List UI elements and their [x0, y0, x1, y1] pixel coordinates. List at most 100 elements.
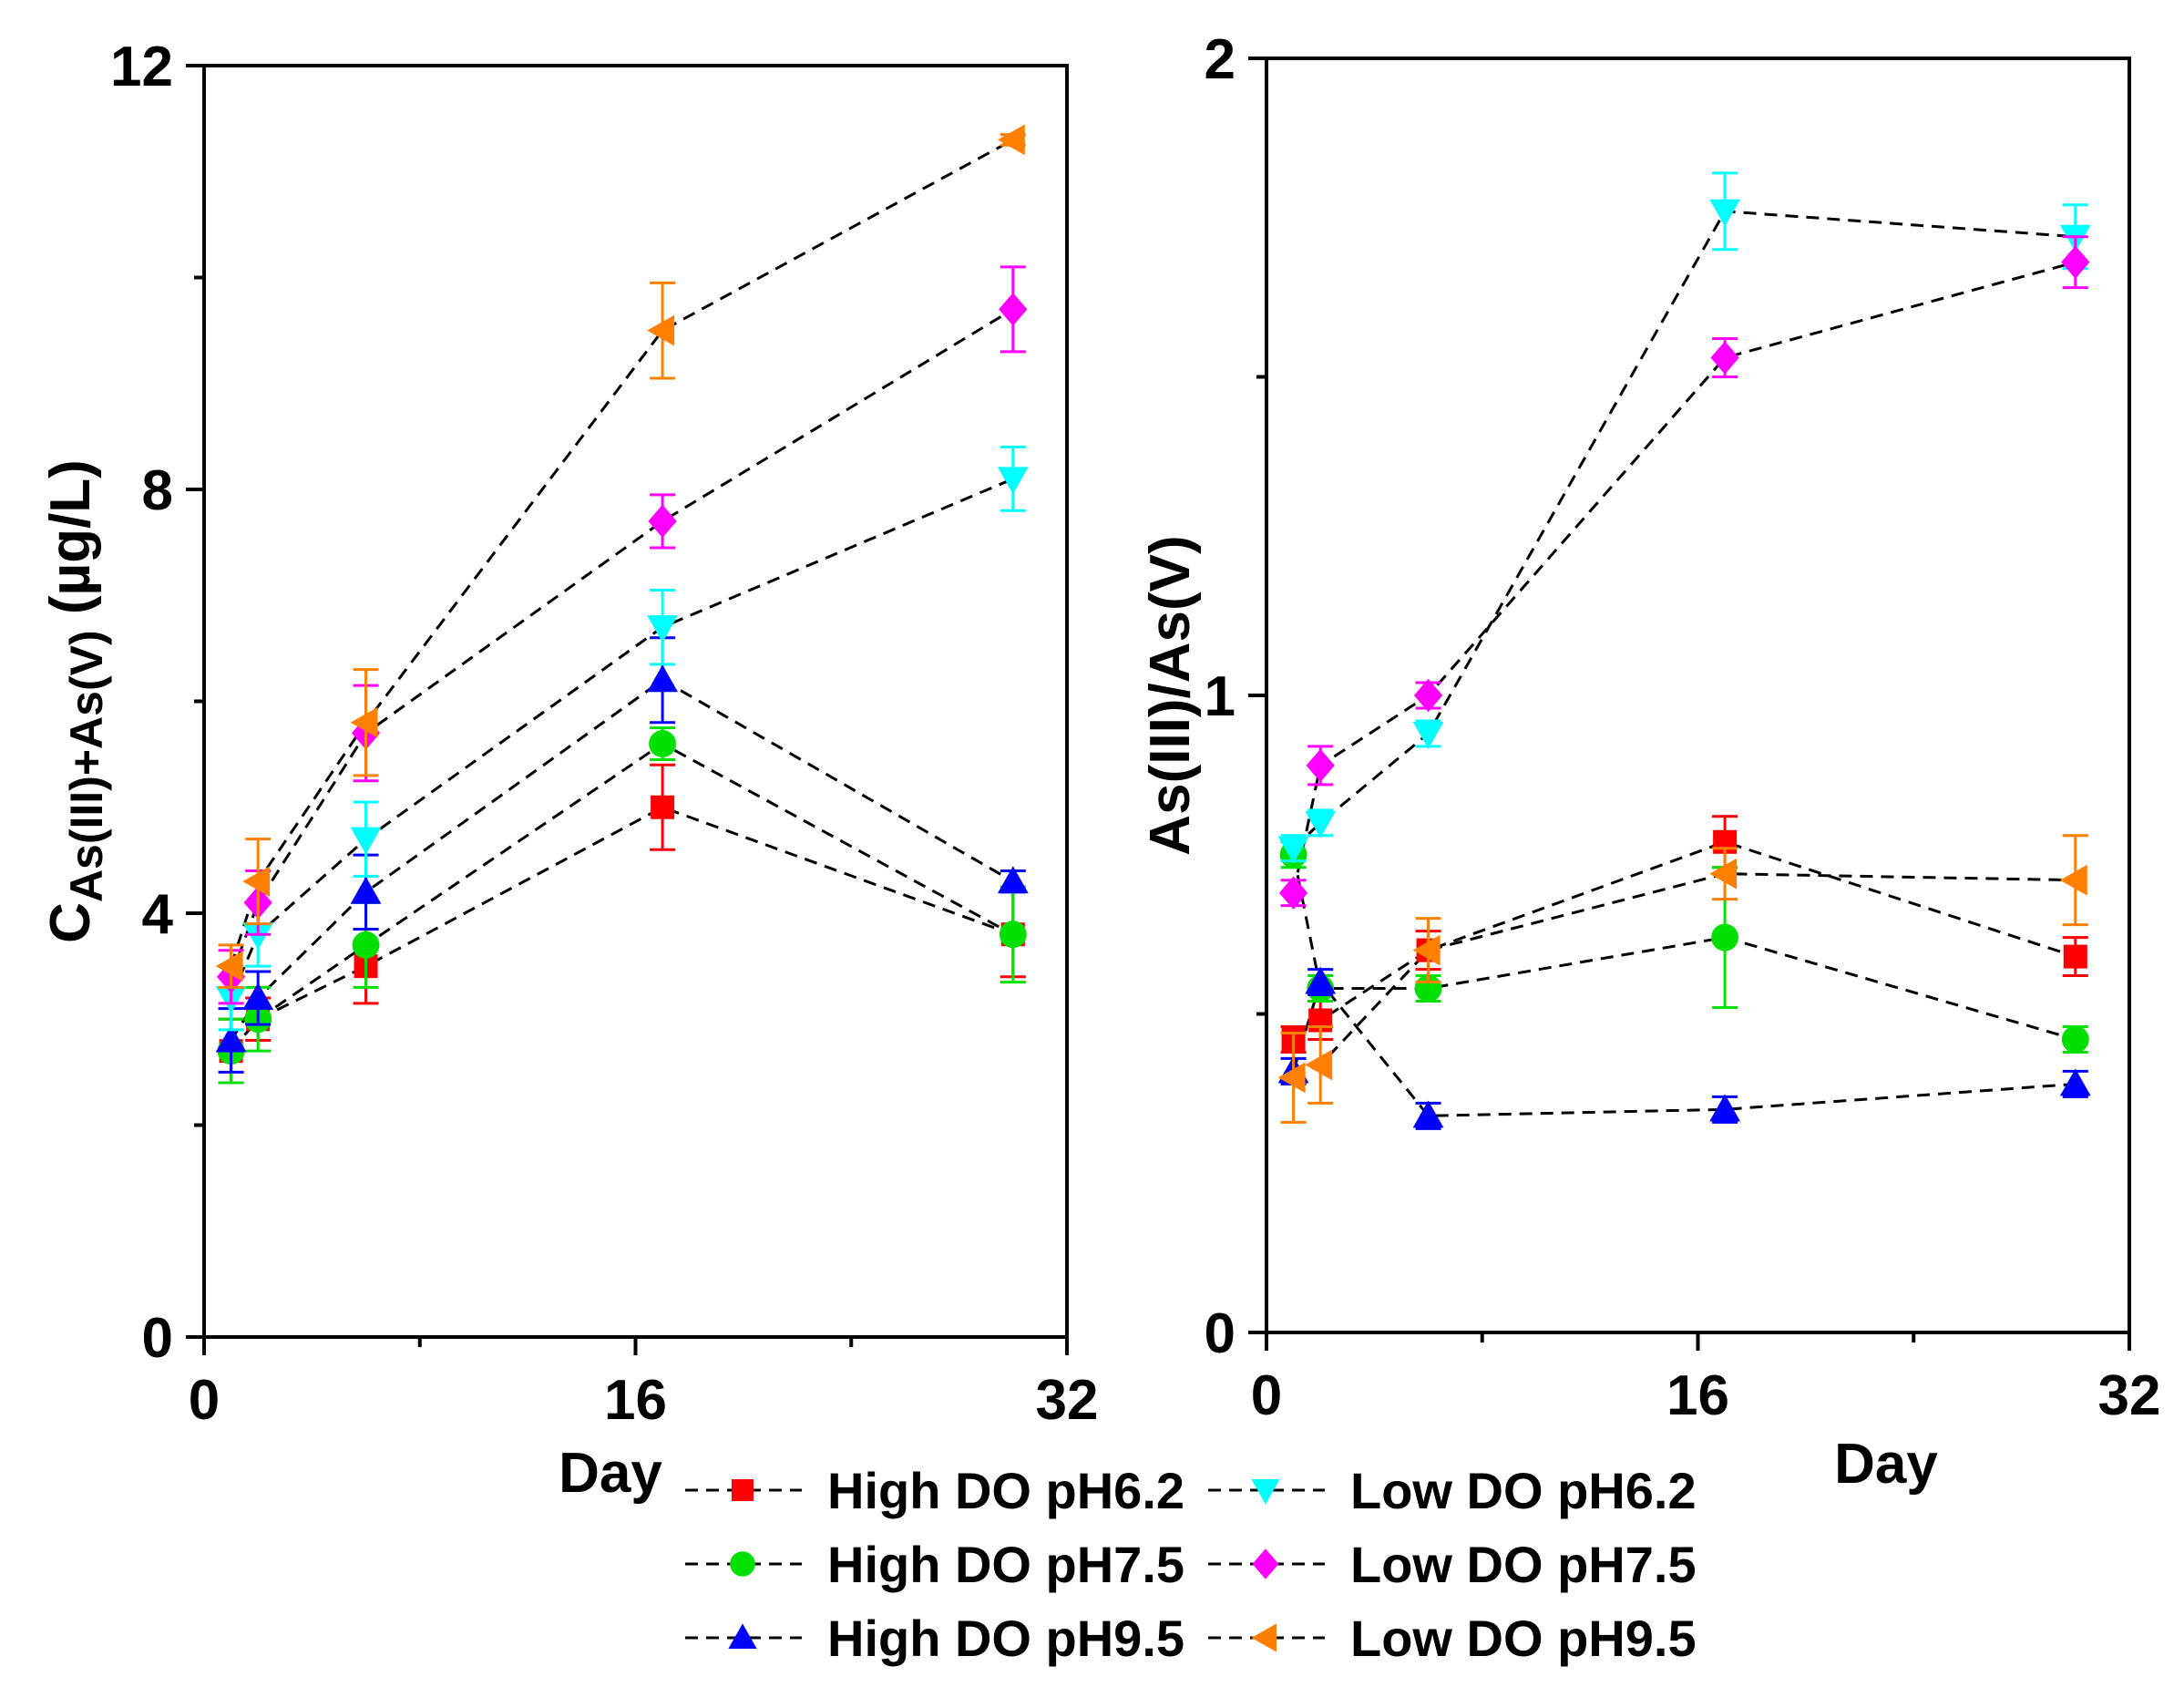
series-line-ldo95 — [1292, 872, 2076, 1079]
y-axis-title: As(III)/As(V) — [1139, 535, 1202, 855]
data-point — [2059, 1068, 2091, 1096]
series-line-hdo75 — [230, 742, 1014, 1053]
y-axis: 0 1 2 As(III)/As(V) — [1139, 28, 1266, 1365]
series-line-ldo62 — [230, 478, 1014, 999]
panel-ratio: 0 16 32 Day 0 1 2 As(III)/As(V) — [1139, 28, 2160, 1496]
series-ldo95 — [1277, 834, 2088, 1124]
x-tick-label: 16 — [604, 1369, 667, 1432]
y-tick-label: 0 — [1205, 1302, 1236, 1365]
y-tick-label: 2 — [1205, 28, 1236, 91]
x-tick-label: 16 — [1666, 1364, 1729, 1427]
x-tick-label: 32 — [1036, 1369, 1099, 1432]
data-point — [1277, 1062, 1306, 1094]
data-point — [2061, 1025, 2089, 1054]
data-point — [352, 931, 380, 959]
legend-label: Low DO pH9.5 — [1350, 1610, 1697, 1667]
data-point — [651, 795, 675, 819]
data-point — [999, 921, 1027, 949]
data-point — [215, 1024, 247, 1053]
series-line-ldo95 — [230, 139, 1014, 967]
legend-marker — [1251, 1479, 1280, 1505]
data-point — [647, 314, 675, 346]
y-axis-title: CAs(III)+As(V) (µg/L) — [39, 459, 112, 943]
legend-marker — [728, 1623, 757, 1649]
data-point — [997, 866, 1029, 894]
legend-marker — [1251, 1623, 1277, 1652]
data-point — [1305, 810, 1337, 838]
legend-label: High DO pH9.5 — [827, 1610, 1184, 1667]
x-axis: 0 16 32 Day — [1251, 1332, 2160, 1496]
data-point — [350, 706, 378, 738]
y-axis: 0 4 8 12 CAs(III)+As(V) (µg/L) — [39, 36, 204, 1370]
y-tick-label: 8 — [142, 459, 173, 522]
data-point — [647, 615, 678, 643]
data-point — [1277, 836, 1309, 864]
x-axis-title: Day — [559, 1442, 662, 1505]
series-line-hdo95 — [230, 678, 1014, 1042]
x-tick-label: 0 — [189, 1369, 220, 1432]
x-tick-label: 0 — [1251, 1364, 1282, 1427]
series-line-ldo75 — [1292, 261, 2076, 894]
data-point — [1412, 721, 1444, 749]
data-point — [242, 982, 274, 1010]
legend: High DO pH6.2 High DO pH7.5 High DO pH9.5 L… — [685, 1462, 1697, 1667]
legend-item-hdo95: High DO pH9.5 — [685, 1610, 1184, 1667]
data-point — [1412, 934, 1441, 966]
data-point — [1305, 966, 1337, 994]
series-ldo95 — [215, 124, 1026, 989]
data-point — [1710, 341, 1739, 375]
data-point — [648, 504, 677, 539]
data-point — [350, 876, 382, 904]
series-line-ldo75 — [230, 308, 1014, 978]
data-point — [1413, 678, 1443, 713]
y-tick-label: 1 — [1205, 665, 1236, 728]
y-tick-label: 4 — [142, 883, 174, 946]
x-axis: 0 16 32 Day — [189, 1337, 1099, 1505]
series-line-hdo75 — [1292, 854, 2076, 1041]
panel-concentration: 0 16 32 Day 0 4 8 12 CAs(III)+As(V) (µg/L) — [39, 36, 1098, 1505]
series-ldo62 — [215, 446, 1029, 1032]
y-tick-label: 0 — [142, 1307, 173, 1370]
data-point — [649, 730, 677, 757]
series-hdo75 — [1279, 840, 2089, 1054]
data-point — [1278, 876, 1308, 910]
plot-frame — [1265, 57, 2131, 1334]
series-ldo75 — [1278, 235, 2090, 910]
data-point — [647, 664, 678, 693]
data-point — [350, 827, 382, 855]
data-point — [2063, 944, 2087, 969]
legend-label: High DO pH6.2 — [827, 1462, 1184, 1519]
data-point — [997, 124, 1025, 156]
data-point — [1711, 923, 1739, 952]
data-point — [215, 951, 243, 982]
x-axis-title: Day — [1834, 1433, 1938, 1496]
data-point — [999, 293, 1028, 326]
data-point — [2061, 245, 2090, 279]
legend-item-ldo75: Low DO pH7.5 — [1208, 1536, 1697, 1593]
data-point — [1305, 1049, 1333, 1081]
data-point — [997, 467, 1029, 495]
legend-item-hdo75: High DO pH7.5 — [685, 1536, 1184, 1593]
data-point — [1709, 858, 1738, 890]
legend-item-ldo95: Low DO pH9.5 — [1208, 1610, 1697, 1667]
data-point — [1306, 748, 1335, 783]
data-point — [242, 866, 271, 898]
legend-marker — [730, 1551, 755, 1577]
legend-label: High DO pH7.5 — [827, 1536, 1184, 1593]
series-hdo95 — [1277, 966, 2091, 1130]
legend-label: Low DO pH6.2 — [1350, 1462, 1697, 1519]
data-point — [1709, 1094, 1740, 1122]
legend-marker — [1252, 1548, 1279, 1579]
data-point — [242, 922, 274, 951]
series-ldo62 — [1277, 171, 2091, 864]
series-hdo62 — [218, 763, 1026, 1085]
legend-item-hdo62: High DO pH6.2 — [685, 1462, 1184, 1519]
series-line-hdo62 — [230, 806, 1014, 1053]
series-line-ldo62 — [1292, 210, 2076, 849]
series-line-hdo95 — [1292, 979, 2076, 1117]
series-ldo75 — [216, 265, 1028, 1005]
legend-label: Low DO pH7.5 — [1350, 1536, 1697, 1593]
legend-item-ldo62: Low DO pH6.2 — [1208, 1462, 1697, 1519]
